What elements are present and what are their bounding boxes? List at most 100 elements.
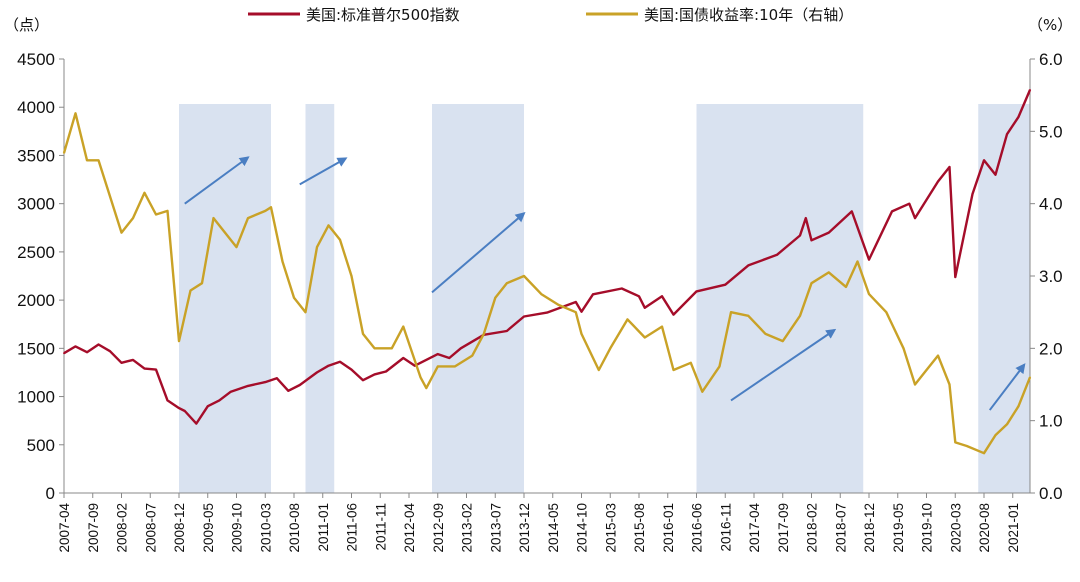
x-tick-label: 2019-10 (920, 503, 935, 553)
data-point (799, 314, 801, 317)
x-tick-label: 2013-02 (460, 503, 475, 553)
data-point (914, 217, 916, 220)
data-point (1017, 116, 1020, 118)
x-tick-label: 2018-12 (862, 503, 877, 553)
data-point (350, 368, 353, 371)
x-tick-label: 2012-04 (402, 503, 417, 553)
data-point (74, 345, 77, 348)
data-point (546, 311, 548, 314)
left-y-tick-label: 2500 (17, 243, 55, 262)
data-point (63, 352, 65, 355)
data-point (402, 357, 405, 359)
data-point (293, 296, 295, 299)
x-tick-label: 2015-03 (603, 503, 618, 553)
data-point (868, 293, 870, 295)
x-tick-label: 2009-05 (201, 503, 216, 553)
data-point (206, 405, 209, 408)
data-point (229, 390, 232, 393)
data-point (264, 210, 267, 212)
shaded-period-0 (179, 104, 271, 493)
data-point (166, 399, 169, 402)
trend-arrow-4 (988, 363, 1026, 411)
data-point (143, 191, 146, 194)
data-point (885, 311, 888, 314)
left-y-tick-label: 0 (46, 484, 55, 503)
x-tick-label: 2018-07 (833, 503, 848, 553)
left-y-tick-label: 4000 (17, 98, 55, 117)
data-point (902, 347, 905, 350)
data-point (1029, 376, 1031, 379)
series-lines (62, 89, 1032, 455)
data-point (574, 301, 577, 303)
data-point (86, 351, 88, 354)
data-point (178, 407, 180, 409)
data-point (661, 325, 663, 328)
data-point (327, 224, 330, 227)
data-point (247, 385, 249, 387)
x-tick-label: 2008-12 (172, 503, 187, 553)
x-tick-label: 2020-08 (977, 503, 992, 553)
trend-arrow-0 (184, 156, 250, 205)
data-point (580, 333, 583, 335)
data-point (212, 217, 215, 220)
x-tick-label: 2010-08 (287, 503, 302, 553)
data-point (189, 289, 192, 292)
data-point (781, 340, 784, 342)
left-y-tick-label: 1500 (17, 339, 55, 358)
data-point (891, 210, 893, 213)
right-y-tick-label: 0.0 (1039, 484, 1063, 503)
data-point (339, 238, 341, 241)
data-point (287, 389, 290, 392)
data-point (983, 159, 985, 162)
left-axis-unit: （点） (4, 16, 49, 34)
right-y-tick-label: 3.0 (1039, 267, 1063, 286)
data-point (609, 347, 612, 350)
data-point (448, 357, 451, 359)
right-y-tick-label: 4.0 (1039, 195, 1063, 214)
data-point (983, 452, 985, 455)
trend-arrow-1 (299, 157, 348, 186)
data-point (661, 295, 663, 298)
x-tick-label: 2008-02 (115, 503, 130, 553)
data-point (994, 434, 997, 436)
left-y-tick-label: 3000 (17, 195, 55, 214)
legend: 美国:标准普尔500指数 美国:国债收益率:10年（右轴） (248, 6, 853, 24)
data-point (132, 359, 134, 361)
x-tick-label: 2012-09 (431, 503, 446, 553)
x-tick-label: 2020-03 (948, 503, 963, 553)
data-point (574, 311, 577, 314)
data-point (626, 318, 629, 321)
data-point (385, 370, 387, 373)
shaded-periods (179, 104, 1030, 493)
data-point (304, 311, 307, 314)
data-point (804, 217, 807, 220)
data-point (937, 354, 939, 357)
data-point (954, 276, 957, 278)
data-point (86, 159, 88, 162)
right-axis-unit: （%） (1028, 16, 1072, 34)
data-point (730, 311, 732, 314)
shaded-period-1 (305, 104, 335, 493)
data-point (183, 410, 186, 412)
x-tick-label: 2013-07 (488, 503, 503, 553)
data-point (281, 260, 284, 263)
x-tick-label: 2011-01 (316, 503, 331, 552)
x-tick-label: 2021-01 (1006, 503, 1021, 553)
data-point (224, 231, 226, 234)
data-point (925, 369, 928, 371)
data-point (109, 195, 111, 198)
data-point (120, 231, 123, 234)
data-point (672, 313, 675, 316)
data-point (350, 275, 353, 277)
data-point (132, 217, 134, 220)
data-point (327, 364, 330, 367)
data-point (436, 353, 439, 355)
data-point (195, 422, 198, 425)
data-point (856, 260, 859, 263)
axes: 0 500 1000 1500 2000 2500 3000 3500 4000 4500 0.0 1… (17, 50, 1062, 553)
data-point (425, 387, 428, 389)
data-point (810, 282, 813, 285)
data-point (592, 293, 594, 296)
left-y-tick-label: 2000 (17, 291, 55, 310)
data-point (459, 347, 462, 350)
